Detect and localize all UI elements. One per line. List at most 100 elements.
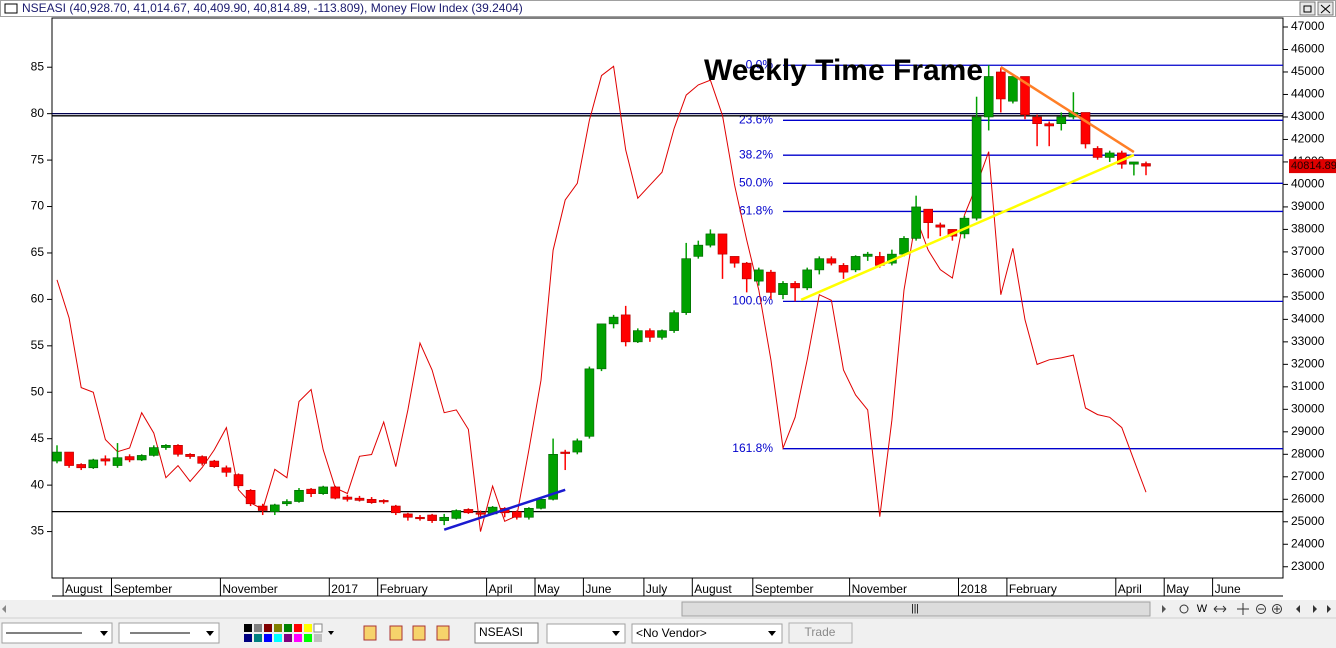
candle-body [354, 497, 365, 501]
trend-line [1000, 65, 1135, 154]
swatch[interactable] [264, 634, 272, 642]
y2-tick-label: 25000 [1291, 514, 1325, 528]
candle-body [318, 486, 329, 494]
candle-body [451, 510, 462, 519]
symbol-input[interactable] [474, 622, 539, 644]
swatch[interactable] [304, 634, 312, 642]
chart-bg [0, 0, 1336, 600]
style-button[interactable] [436, 625, 450, 641]
candle-body [923, 208, 934, 223]
fib-label: 161.8% [732, 441, 773, 455]
fib-label: 38.2% [739, 147, 773, 161]
x-tick-label: June [585, 582, 611, 596]
candle-body [52, 451, 62, 462]
step-forward[interactable] [1313, 605, 1317, 613]
window-icon[interactable] [4, 3, 18, 14]
x-tick-label: April [489, 582, 513, 596]
scroll-right[interactable] [1162, 605, 1166, 613]
color-palette[interactable] [244, 623, 323, 642]
candle-body [572, 440, 583, 453]
step-back[interactable] [1296, 605, 1300, 613]
swatch[interactable] [244, 624, 252, 632]
y2-tick-label: 47000 [1291, 19, 1325, 33]
swatch[interactable] [254, 624, 262, 632]
y2-tick-label: 43000 [1291, 109, 1325, 123]
candle-body [620, 314, 631, 343]
candle-body [221, 467, 232, 473]
palette-arrow[interactable] [328, 631, 334, 635]
style-button[interactable] [412, 625, 426, 641]
restore-button[interactable] [1299, 1, 1316, 16]
candle-body [1032, 116, 1042, 125]
vendor-dropdown[interactable] [631, 623, 783, 644]
y2-tick-label: 38000 [1291, 222, 1325, 236]
restore-icon [1303, 5, 1312, 13]
candle-body [209, 460, 220, 467]
nav-week[interactable]: W [1197, 603, 1208, 615]
scroll-left[interactable] [2, 605, 6, 613]
swatch[interactable] [284, 634, 292, 642]
x-tick-label: November [852, 582, 907, 596]
plot: 35 40 45 50 55 60 65 70 75 80 85 23000 24000 25000 260… [31, 19, 1336, 596]
candle-body [669, 312, 679, 331]
list-dropdown[interactable] [546, 623, 626, 644]
y-tick-label: 85 [31, 59, 45, 73]
fib-label: 61.8% [739, 204, 773, 218]
zoom-in-icon [1274, 606, 1280, 612]
y-tick-label: 80 [31, 106, 45, 120]
candle-body [862, 253, 873, 257]
swatch[interactable] [274, 624, 282, 632]
candle-body [802, 269, 813, 289]
swatch[interactable] [294, 624, 302, 632]
zoom-out[interactable] [1256, 604, 1266, 614]
y2-tick-label: 40000 [1291, 177, 1325, 191]
candle-body [766, 271, 776, 293]
plot-frame [51, 17, 1284, 579]
zoom-in[interactable] [1272, 604, 1282, 614]
candle-body [427, 514, 437, 521]
swatch[interactable] [274, 634, 282, 642]
swatch[interactable] [314, 634, 322, 642]
candle-body [693, 244, 704, 257]
swatch[interactable] [313, 623, 323, 633]
nav-fit[interactable] [1213, 605, 1227, 613]
candle-body [608, 316, 619, 325]
candle-body [463, 509, 474, 514]
fib-label: 50.0% [739, 175, 773, 189]
candle-body [1020, 76, 1030, 116]
swatch[interactable] [304, 624, 312, 632]
candle-body [390, 505, 401, 514]
candle-body [245, 489, 256, 505]
scroll-thumb[interactable] [681, 601, 1151, 617]
nav-pan[interactable] [1237, 603, 1249, 615]
swatch[interactable] [264, 624, 272, 632]
trade-button[interactable] [788, 622, 853, 644]
style-button[interactable] [389, 625, 403, 641]
y2-tick-label: 37000 [1291, 244, 1325, 258]
step-end[interactable] [1327, 605, 1331, 613]
candle-body [899, 238, 909, 255]
swatch[interactable] [244, 634, 252, 642]
style-button[interactable] [363, 625, 377, 641]
y-tick-label: 35 [31, 524, 45, 538]
chart-header: NSEASI (40,928.70, 41,014.67, 40,409.90,… [22, 1, 523, 15]
y2-tick-label: 34000 [1291, 312, 1325, 326]
candle-body [753, 269, 764, 282]
swatch[interactable] [284, 624, 292, 632]
dropdown-arrow [100, 631, 108, 636]
chart-style-buttons [363, 625, 450, 641]
fib-label: 100.0% [732, 294, 773, 308]
swatch[interactable] [294, 634, 302, 642]
candle-body [1056, 116, 1067, 125]
x-tick-label: November [222, 582, 277, 596]
x-tick-label: August [694, 582, 732, 596]
y2-tick-label: 32000 [1291, 357, 1325, 371]
nav-refresh[interactable] [1179, 604, 1189, 614]
y2-tick-label: 24000 [1291, 536, 1325, 550]
candle-body [378, 500, 389, 503]
fib-label: 23.6% [739, 113, 773, 127]
y2-tick-label: 39000 [1291, 199, 1325, 213]
swatch[interactable] [254, 634, 262, 642]
candle-body [330, 486, 341, 499]
y2-tick-label: 23000 [1291, 559, 1325, 573]
